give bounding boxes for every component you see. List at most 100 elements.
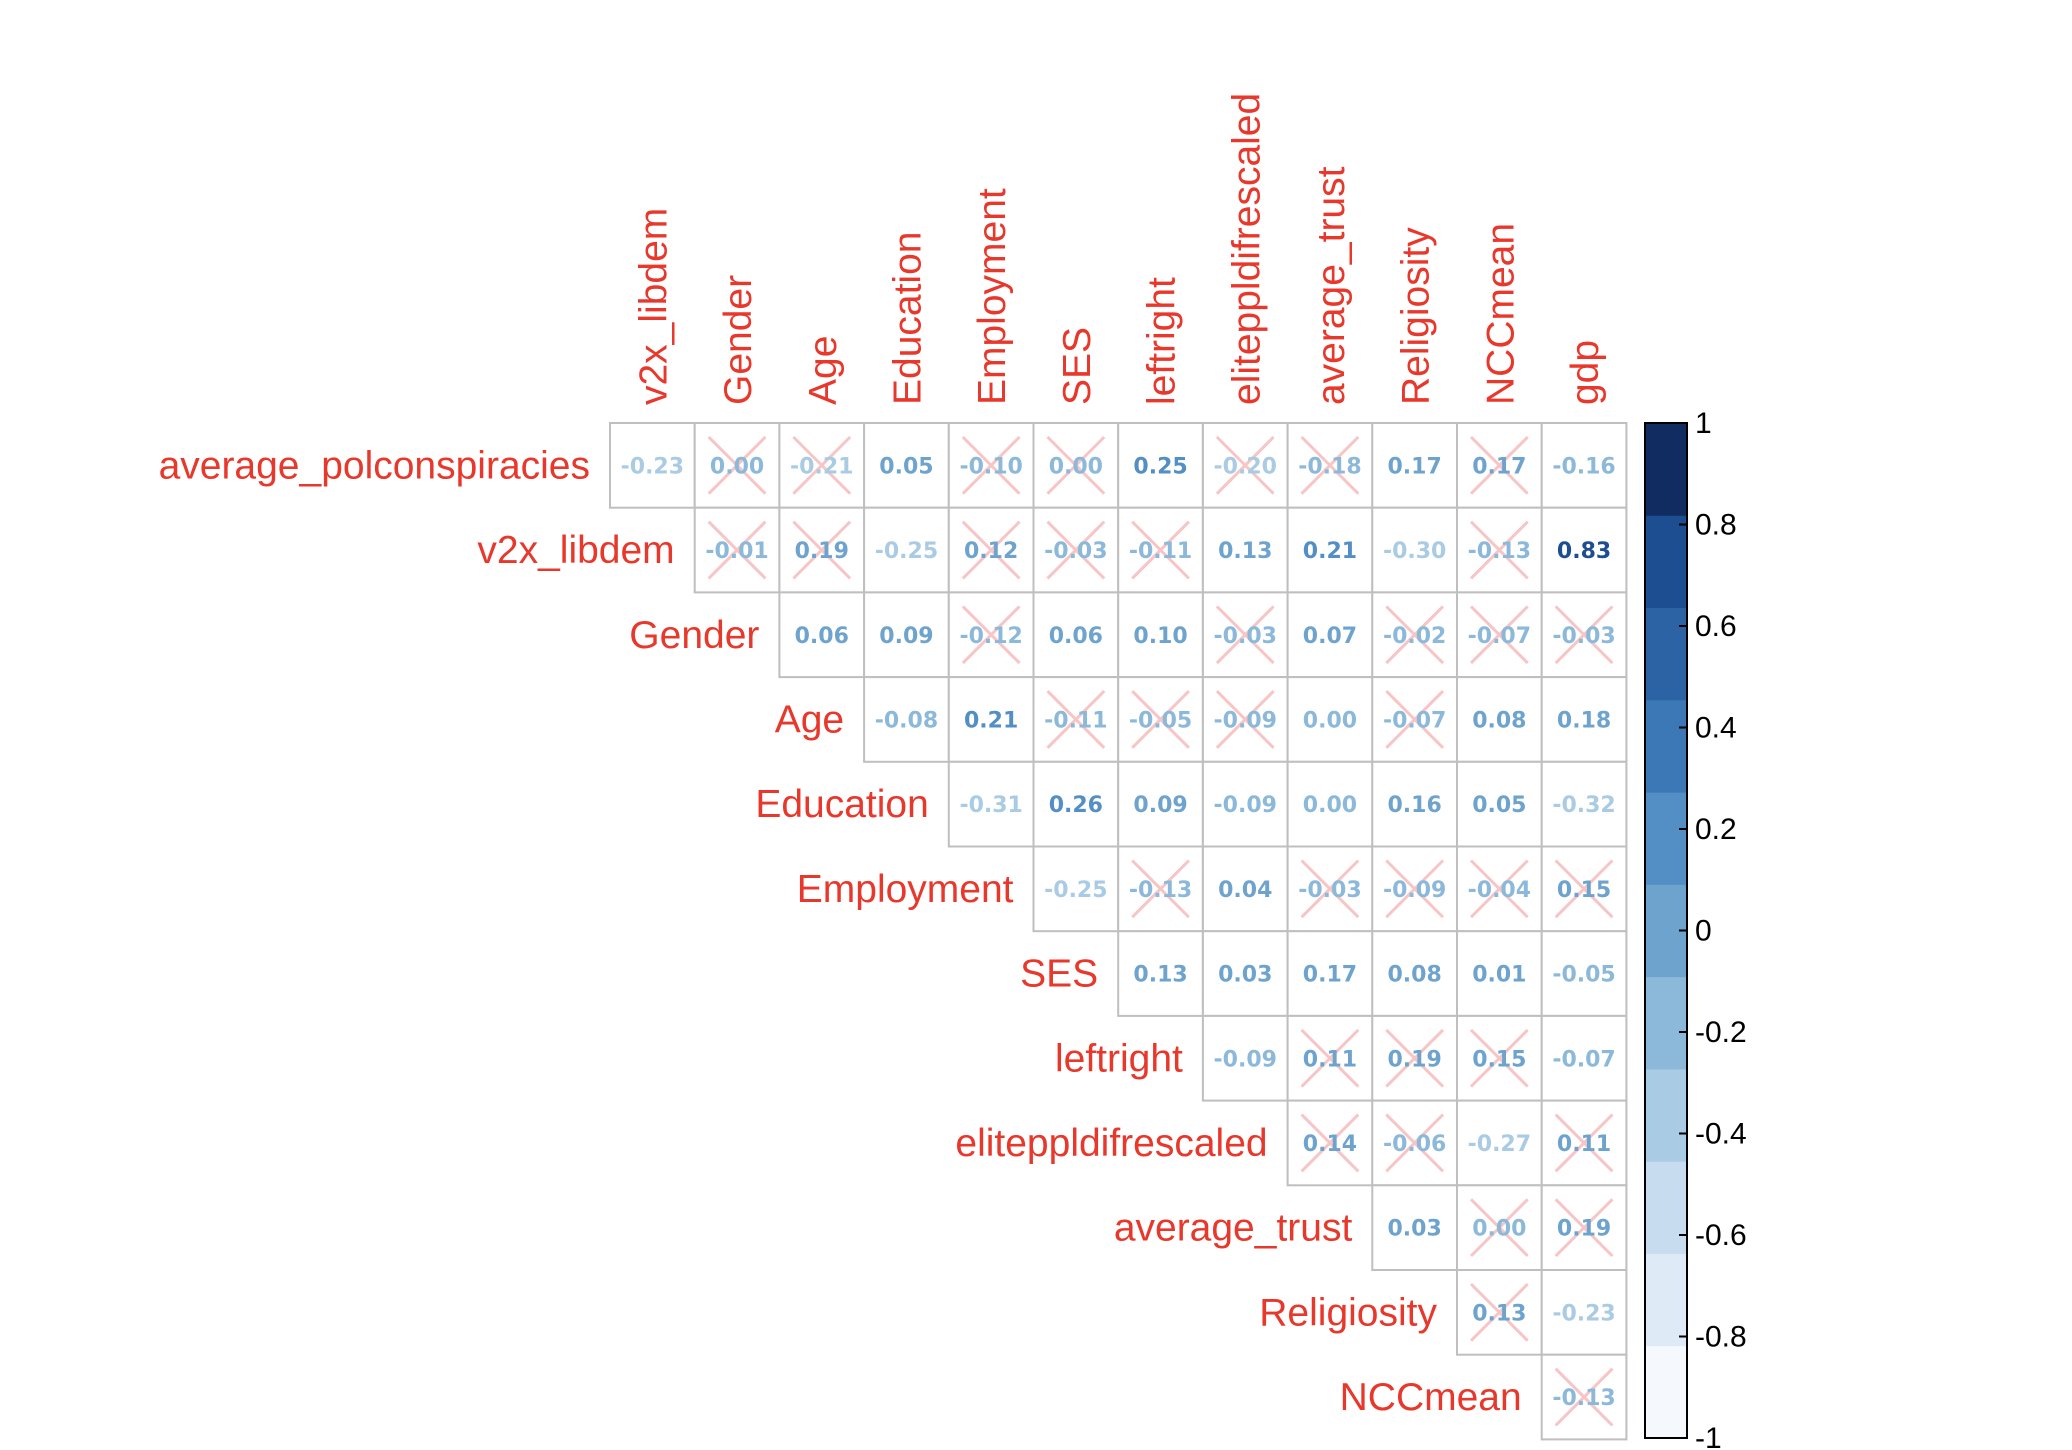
matrix-cell: 0.03: [1201, 930, 1289, 1017]
cell-border: [1540, 1269, 1628, 1356]
matrix-cells: -0.23 0.00 -0.21 0.05 -0.10 0.00 0.25 -0.20 -0.1…: [609, 422, 1628, 1441]
matrix-cell: -0.08: [863, 676, 950, 763]
matrix-cell: 0.25: [1117, 422, 1204, 509]
row-label-leftright: leftright: [1055, 1037, 1183, 1080]
cell-border: [1286, 591, 1374, 679]
correlation-value: 0.00: [1472, 1217, 1526, 1242]
correlation-value: -0.09: [1383, 878, 1446, 903]
row-label-eliteppldifrescaled: eliteppldifrescaled: [955, 1122, 1267, 1165]
nonsignificant-cross: [1554, 1198, 1614, 1258]
correlation-value: 0.00: [1303, 793, 1357, 818]
matrix-cell: -0.04: [1456, 845, 1543, 933]
correlation-value: -0.11: [1129, 539, 1192, 564]
nonsignificant-cross: [792, 435, 852, 495]
colorbar-tick-label: 0.8: [1695, 509, 1737, 542]
cell-border: [1540, 676, 1628, 763]
correlation-value: 0.03: [1218, 963, 1272, 988]
cell-border: [1201, 845, 1289, 933]
colorbar-tick-label: -0.8: [1695, 1321, 1747, 1354]
matrix-cell: 0.83: [1540, 506, 1628, 594]
nonsignificant-cross: [1469, 435, 1529, 495]
correlation-value: 0.14: [1303, 1132, 1357, 1157]
correlation-value: 0.12: [964, 539, 1018, 564]
matrix-cell: 0.11: [1286, 1014, 1374, 1102]
matrix-cell: -0.07: [1540, 1014, 1628, 1102]
cell-border: [1117, 422, 1204, 509]
cell-border: [1032, 591, 1120, 679]
row-label-v2x-libdem: v2x_libdem: [477, 529, 674, 572]
nonsignificant-cross: [961, 520, 1021, 580]
cell-border: [1032, 845, 1120, 933]
matrix-cell: 0.00: [693, 422, 781, 509]
nonsignificant-cross: [1300, 1113, 1360, 1173]
cell-border: [1456, 676, 1543, 763]
colorbar-swatch: [1645, 423, 1687, 516]
matrix-cell: 0.00: [1456, 1184, 1543, 1272]
nonsignificant-cross: [1469, 605, 1529, 665]
cell-border: [1286, 506, 1374, 594]
cell-border: [863, 506, 950, 594]
correlation-value: 0.25: [1133, 454, 1187, 479]
column-label-v2x-libdem: v2x_libdem: [632, 208, 675, 405]
nonsignificant-cross: [1469, 1198, 1529, 1258]
correlation-value: -0.07: [1552, 1047, 1615, 1072]
nonsignificant-cross: [1469, 520, 1529, 580]
nonsignificant-cross: [1300, 435, 1360, 495]
nonsignificant-cross: [707, 435, 767, 495]
matrix-cell: -0.25: [863, 506, 950, 594]
correlation-value: 0.17: [1388, 454, 1442, 479]
correlation-value: -0.31: [959, 793, 1022, 818]
correlation-value: 0.00: [710, 454, 764, 479]
matrix-cell: -0.13: [1540, 1353, 1628, 1441]
correlation-value: 0.00: [1049, 454, 1103, 479]
correlation-value: -0.01: [705, 539, 768, 564]
correlation-value: 0.17: [1303, 963, 1357, 988]
matrix-cell: 0.21: [1286, 506, 1374, 594]
matrix-cell: 0.13: [1201, 506, 1289, 594]
matrix-cell: -0.12: [947, 591, 1035, 679]
matrix-cell: -0.06: [1371, 1099, 1459, 1187]
matrix-cell: 0.04: [1201, 845, 1289, 933]
nonsignificant-cross: [1215, 690, 1275, 749]
colorbar-tick-label: -0.2: [1695, 1016, 1747, 1049]
column-label-education: Education: [886, 232, 929, 405]
correlation-value: 0.21: [1303, 539, 1357, 564]
matrix-cell: -0.23: [1540, 1269, 1628, 1356]
cell-border: [947, 676, 1035, 763]
colorbar-tick-label: 0: [1695, 915, 1712, 948]
cell-border: [1201, 930, 1289, 1017]
correlation-value: 0.00: [1303, 708, 1357, 733]
nonsignificant-cross: [961, 605, 1021, 665]
colorbar-tick-label: -0.6: [1695, 1219, 1747, 1252]
correlation-value: 0.01: [1472, 963, 1526, 988]
nonsignificant-cross: [1046, 690, 1106, 749]
matrix-cell: -0.32: [1540, 760, 1628, 848]
matrix-cell: 0.13: [1117, 930, 1204, 1017]
matrix-cell: -0.03: [1032, 506, 1120, 594]
column-label-employment: Employment: [971, 188, 1014, 405]
correlation-value: -0.03: [1552, 624, 1615, 649]
cell-border: [1117, 760, 1204, 848]
column-label-eliteppldifrescaled: eliteppldifrescaled: [1225, 93, 1268, 405]
correlation-value: -0.09: [1214, 793, 1277, 818]
correlation-value: 0.19: [1557, 1217, 1611, 1242]
matrix-cell: 0.15: [1540, 845, 1628, 933]
colorbar-swatch: [1645, 976, 1687, 1070]
nonsignificant-cross: [1554, 859, 1614, 919]
nonsignificant-cross: [1131, 859, 1190, 919]
column-label-gender: Gender: [717, 275, 760, 405]
cell-border: [947, 760, 1035, 848]
column-label-ses: SES: [1056, 327, 1099, 405]
column-label-age: Age: [802, 336, 845, 405]
column-label-nccmean: NCCmean: [1479, 223, 1522, 405]
matrix-cell: 0.17: [1286, 930, 1374, 1017]
colorbar-tick-label: 0.4: [1695, 712, 1737, 745]
correlation-value: -0.12: [959, 624, 1022, 649]
correlation-value: -0.27: [1468, 1132, 1531, 1157]
cell-border: [1371, 930, 1459, 1017]
matrix-cell: -0.13: [1456, 506, 1543, 594]
correlation-value: -0.03: [1214, 624, 1277, 649]
nonsignificant-cross: [1385, 1113, 1445, 1173]
nonsignificant-cross: [1215, 605, 1275, 665]
nonsignificant-cross: [1046, 520, 1106, 580]
